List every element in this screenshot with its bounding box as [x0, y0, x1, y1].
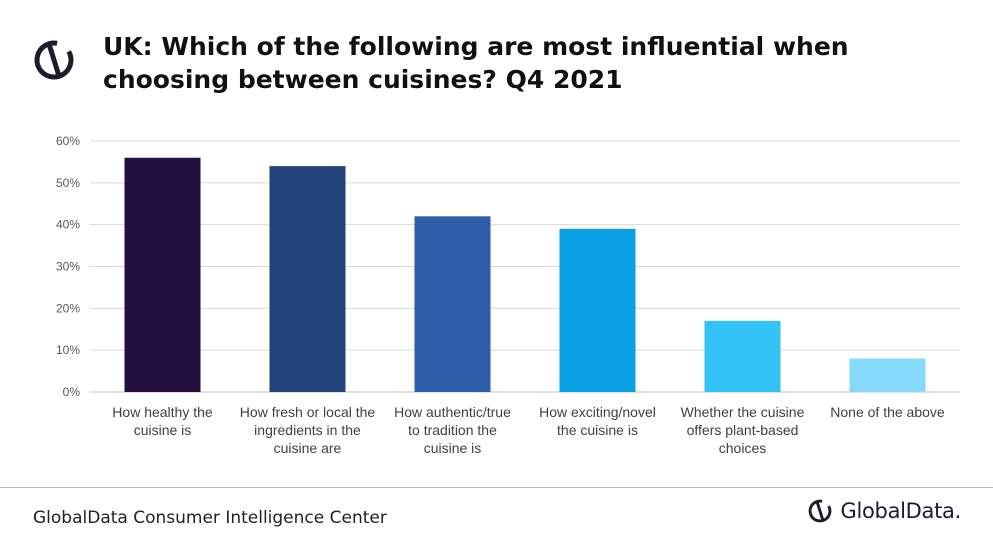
globaldata-small-icon — [809, 499, 832, 523]
page-title: UK: Which of the following are most infl… — [103, 32, 849, 94]
bar — [124, 157, 201, 392]
x-tick-label: Whether the cuisine offers plant-based cho… — [681, 404, 805, 456]
y-tick-label: 50% — [56, 176, 80, 190]
y-tick-label: 10% — [56, 343, 80, 357]
y-tick-label: 30% — [56, 260, 80, 274]
y-tick-label: 60% — [56, 134, 80, 148]
bar-chart: 0% 10% 20% 30% 40% 50% 60% How healthy the cuisi… — [56, 134, 960, 456]
brand-name: GlobalData. — [840, 499, 961, 523]
bar — [849, 358, 926, 392]
y-tick-label: 40% — [56, 218, 80, 232]
x-tick-label: How authentic/true to tradition the cuisin… — [394, 404, 511, 456]
source-note: GlobalData Consumer Intelligence Center — [33, 508, 387, 528]
x-tick-label: How exciting/novel the cuisine is — [539, 404, 656, 438]
y-tick-label: 0% — [63, 385, 81, 399]
globaldata-mark-icon — [34, 40, 74, 80]
footer-divider — [0, 487, 993, 488]
x-tick-label: How fresh or local the ingredients in the… — [240, 404, 376, 456]
bar — [414, 216, 491, 392]
bar — [269, 166, 346, 392]
brand-logo: GlobalData. — [806, 497, 961, 525]
x-tick-label: None of the above — [830, 404, 945, 420]
bar — [559, 228, 636, 392]
x-tick-label: How healthy the cuisine is — [112, 404, 213, 438]
y-tick-label: 20% — [56, 301, 80, 315]
bar — [704, 320, 781, 392]
